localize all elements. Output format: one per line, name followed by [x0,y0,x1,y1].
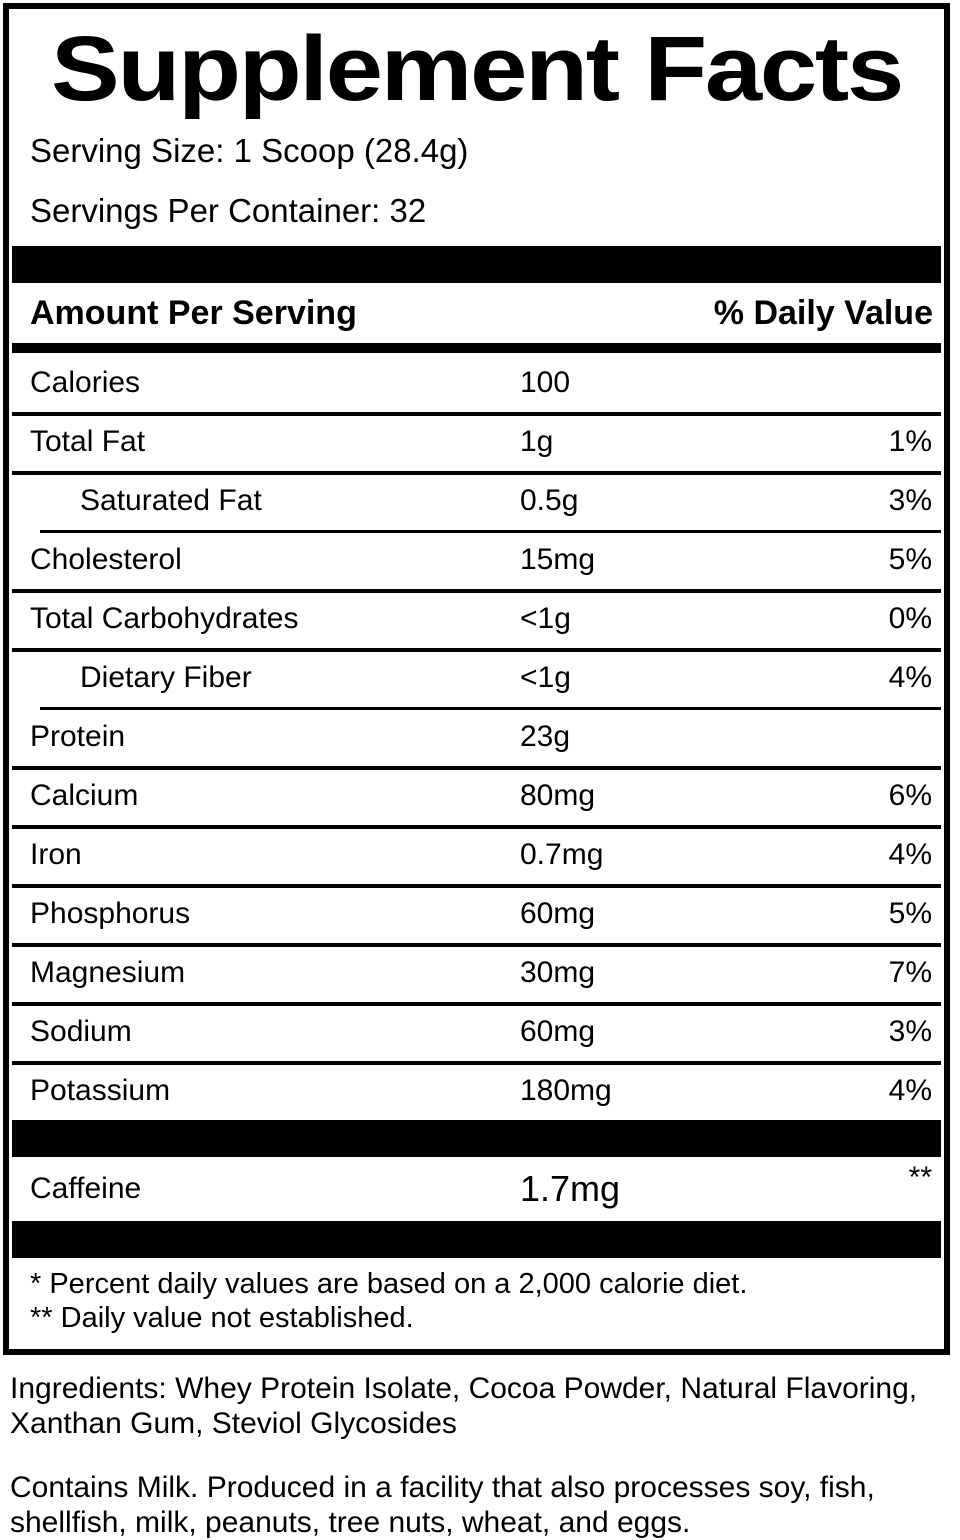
amount-per-serving-label: Amount Per Serving [30,293,357,332]
nutrient-amount: 180mg [520,1073,612,1107]
nutrient-row: Sodium 60mg 3% [9,1002,944,1061]
nutrient-name: Iron [30,837,82,871]
ingredients-text: Ingredients: Whey Protein Isolate, Cocoa… [10,1372,918,1440]
nutrient-row: Cholesterol 15mg 5% [9,530,944,589]
nutrient-row: Magnesium 30mg 7% [9,943,944,1002]
servings-per-container-text: Servings Per Container: 32 [30,191,427,229]
nutrient-name: Magnesium [30,955,186,989]
nutrient-row: Calcium 80mg 6% [9,766,944,825]
nutrient-table: Calories 100 Total Fat 1g 1% Saturated Fat 0.5… [9,353,944,1120]
footnote-daily-values: * Percent daily values are based on a 2,… [30,1268,748,1301]
nutrient-amount: 100 [520,365,571,399]
nutrient-amount: 60mg [520,896,596,930]
nutrient-dv: 3% [888,483,932,517]
nutrient-name: Calcium [30,778,139,812]
nutrient-amount: 1g [520,424,554,458]
nutrient-name: Dietary Fiber [80,660,252,694]
nutrient-dv: 4% [888,1073,932,1107]
nutrient-name: Saturated Fat [80,483,262,517]
nutrient-amount: <1g [520,660,571,694]
caffeine-row: Caffeine 1.7mg ** [9,1157,944,1221]
divider-bar-below-caffeine [12,1221,941,1259]
nutrient-dv: 4% [888,837,932,871]
nutrient-name: Potassium [30,1073,171,1107]
divider-bar-thin [12,343,941,354]
nutrient-name: Phosphorus [30,896,191,930]
nutrient-name: Total Fat [30,424,146,458]
allergen-text: Contains Milk. Produced in a facility th… [10,1471,875,1539]
nutrient-amount: 1.7mg [520,1168,621,1210]
nutrient-dv: 6% [888,778,932,812]
nutrient-row: Protein 23g [9,707,944,766]
nutrient-amount: 60mg [520,1014,596,1048]
divider-bar-above-caffeine [12,1120,941,1158]
nutrient-name: Total Carbohydrates [30,601,299,635]
table-header-row: Amount Per Serving % Daily Value [9,283,944,343]
nutrient-amount: 23g [520,719,571,753]
footnote-not-established: ** Daily value not established. [30,1301,414,1334]
daily-value-label: % Daily Value [713,293,933,332]
panel-title: Supplement Facts [51,18,904,120]
nutrient-amount: 15mg [520,542,596,576]
nutrient-name: Cholesterol [30,542,182,576]
nutrient-name: Sodium [30,1014,132,1048]
nutrient-dv: 3% [888,1014,932,1048]
nutrient-dv: 5% [888,896,932,930]
nutrient-dv: 0% [888,601,932,635]
nutrient-dv: 5% [888,542,932,576]
nutrient-amount: 0.7mg [520,837,604,871]
nutrient-row: Total Fat 1g 1% [9,412,944,471]
nutrient-dv: 1% [888,424,932,458]
nutrient-amount: 0.5g [520,483,579,517]
nutrient-dv: 4% [888,660,932,694]
nutrient-name: Calories [30,365,141,399]
nutrient-row: Saturated Fat 0.5g 3% [9,471,944,530]
nutrient-amount: 80mg [520,778,596,812]
serving-size-text: Serving Size: 1 Scoop (28.4g) [30,132,469,169]
nutrient-name: Caffeine [30,1172,142,1206]
nutrient-row: Iron 0.7mg 4% [9,825,944,884]
nutrient-amount: <1g [520,601,571,635]
nutrient-dv: 7% [888,955,932,989]
panel-title-wrap: Supplement Facts [51,18,904,120]
nutrient-dv: ** [908,1161,932,1195]
nutrient-row: Phosphorus 60mg 5% [9,884,944,943]
nutrient-row: Potassium 180mg 4% [9,1061,944,1120]
nutrient-row: Calories 100 [9,353,944,412]
below-panel-text: Ingredients: Whey Protein Isolate, Cocoa… [10,1372,954,1540]
footnotes: * Percent daily values are based on a 2,… [9,1258,944,1349]
nutrient-name: Protein [30,719,126,753]
supplement-facts-panel: Supplement Facts Serving Size: 1 Scoop (… [3,3,950,1356]
nutrient-row: Total Carbohydrates <1g 0% [9,589,944,648]
nutrient-row: Dietary Fiber <1g 4% [9,648,944,707]
divider-bar-top [12,246,941,284]
nutrient-amount: 30mg [520,955,596,989]
